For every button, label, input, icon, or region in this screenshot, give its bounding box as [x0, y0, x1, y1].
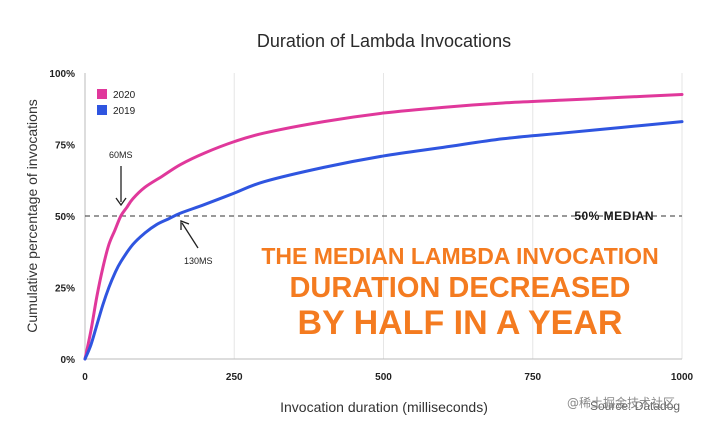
median-label: 50% MEDIAN — [574, 209, 654, 223]
x-tick-label: 750 — [524, 372, 541, 383]
y-tick-label: 0% — [61, 355, 76, 366]
series-line-2019 — [83, 120, 684, 361]
chart-title: Duration of Lambda Invocations — [257, 31, 511, 51]
x-tick-labels: 0 250 500 750 1000 — [82, 372, 693, 383]
series-line-2020 — [83, 92, 684, 361]
x-axis-title: Invocation duration (milliseconds) — [280, 399, 488, 415]
x-tick-label: 0 — [82, 372, 88, 383]
annotation-60ms-label: 60MS — [109, 150, 133, 160]
y-tick-labels: 0% 25% 50% 75% 100% — [49, 69, 75, 366]
legend-label-2020: 2020 — [113, 90, 136, 101]
headline-line-2: DURATION DECREASED — [289, 272, 630, 304]
x-tick-label: 250 — [226, 372, 243, 383]
y-tick-label: 75% — [55, 141, 75, 152]
x-tick-label: 500 — [375, 372, 392, 383]
annotation-130ms-arrow — [181, 222, 199, 249]
annotation-130ms: 130MS — [180, 220, 213, 266]
headline: THE MEDIAN LAMBDA INVOCATION DURATION DE… — [261, 243, 658, 342]
legend: 2020 2019 — [97, 89, 136, 117]
y-axis-title: Cumulative percentage of invocations — [24, 99, 40, 332]
legend-swatch-2019 — [97, 105, 107, 115]
watermark: @稀土掘金技术社区 — [567, 395, 675, 410]
annotation-60ms-arrowhead — [115, 197, 127, 207]
y-tick-label: 50% — [55, 212, 75, 223]
annotation-130ms-arrowhead — [180, 220, 190, 230]
headline-line-1: THE MEDIAN LAMBDA INVOCATION — [261, 243, 658, 269]
legend-label-2019: 2019 — [113, 106, 136, 117]
y-tick-label: 100% — [49, 69, 75, 80]
source-label: Source: Datadog — [590, 399, 680, 413]
annotation-130ms-label: 130MS — [184, 256, 213, 266]
x-tick-label: 1000 — [671, 372, 694, 383]
legend-swatch-2020 — [97, 89, 107, 99]
headline-line-3: BY HALF IN A YEAR — [298, 304, 623, 342]
annotation-60ms: 60MS — [109, 150, 133, 207]
series-lines — [83, 92, 684, 361]
y-tick-label: 25% — [55, 284, 75, 295]
